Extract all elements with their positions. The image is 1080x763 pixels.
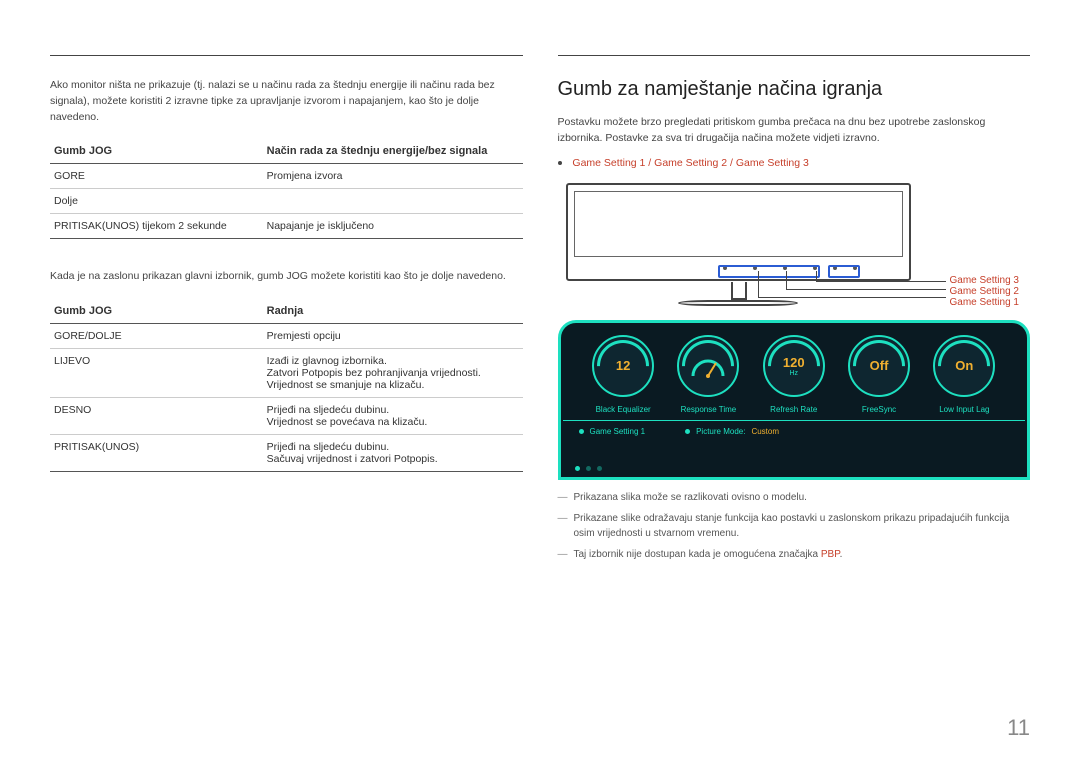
top-rule-left bbox=[50, 55, 523, 56]
intro-text: Ako monitor ništa ne prikazuje (tj. nala… bbox=[50, 78, 523, 125]
legend-gs2: Game Setting 2 bbox=[950, 286, 1019, 297]
gauge-refresh-rate: 120 Hz bbox=[763, 335, 825, 397]
osd-nav-dots bbox=[575, 466, 602, 471]
section-heading: Gumb za namještanje načina igranja bbox=[558, 78, 1031, 101]
osd-status-2: Picture Mode: Custom bbox=[685, 427, 779, 436]
section-p1: Postavku možete brzo pregledati pritisko… bbox=[558, 115, 1031, 147]
osd-status-1: Game Setting 1 bbox=[579, 427, 646, 436]
table-row: GORE/DOLJEPremjesti opciju bbox=[50, 324, 523, 349]
bullet-icon bbox=[558, 161, 562, 165]
bullet-game-settings: Game Setting 1 / Game Setting 2 / Game S… bbox=[558, 157, 1031, 169]
footnotes: ―Prikazana slika može se razlikovati ovi… bbox=[558, 490, 1031, 562]
t1-h2: Način rada za štednju energije/bez signa… bbox=[263, 139, 523, 164]
table-power-saving: Gumb JOG Način rada za štednju energije/… bbox=[50, 139, 523, 239]
buttons-highlight-box bbox=[718, 265, 820, 278]
gauge-freesync: Off bbox=[848, 335, 910, 397]
table-row: GOREPromjena izvora bbox=[50, 164, 523, 189]
t2-h1: Gumb JOG bbox=[50, 299, 263, 324]
table-row: LIJEVOIzađi iz glavnog izbornika. Zatvor… bbox=[50, 349, 523, 398]
gs2-text: Game Setting 2 bbox=[654, 157, 727, 169]
buttons-small-box bbox=[828, 265, 860, 278]
top-rule-right bbox=[558, 55, 1031, 56]
between-note: Kada je na zaslonu prikazan glavni izbor… bbox=[50, 269, 523, 285]
table-jog-actions: Gumb JOG Radnja GORE/DOLJEPremjesti opci… bbox=[50, 299, 523, 472]
monitor-illustration: Game Setting 3 Game Setting 2 Game Setti… bbox=[558, 183, 1031, 308]
legend-gs3: Game Setting 3 bbox=[950, 275, 1019, 286]
monitor-body bbox=[566, 183, 911, 281]
gs1-text: Game Setting 1 bbox=[572, 157, 645, 169]
gauge-low-input-lag: On bbox=[933, 335, 995, 397]
left-column: Ako monitor ništa ne prikazuje (tj. nala… bbox=[50, 55, 523, 568]
right-column: Gumb za namještanje načina igranja Posta… bbox=[558, 55, 1031, 568]
table-row: PRITISAK(UNOS) tijekom 2 sekundeNapajanj… bbox=[50, 214, 523, 239]
t1-h1: Gumb JOG bbox=[50, 139, 263, 164]
gauge-response-time bbox=[677, 335, 739, 397]
osd-panel: 12 120 Hz Off bbox=[558, 320, 1031, 480]
table-row: Dolje bbox=[50, 189, 523, 214]
legend-gs1: Game Setting 1 bbox=[950, 297, 1019, 308]
gauge-black-equalizer: 12 bbox=[592, 335, 654, 397]
table-row: DESNOPrijeđi na sljedeću dubinu. Vrijedn… bbox=[50, 398, 523, 435]
page-number: 11 bbox=[1007, 715, 1030, 741]
gs3-text: Game Setting 3 bbox=[736, 157, 809, 169]
table-row: PRITISAK(UNOS)Prijeđi na sljedeću dubinu… bbox=[50, 435, 523, 472]
t2-h2: Radnja bbox=[263, 299, 523, 324]
